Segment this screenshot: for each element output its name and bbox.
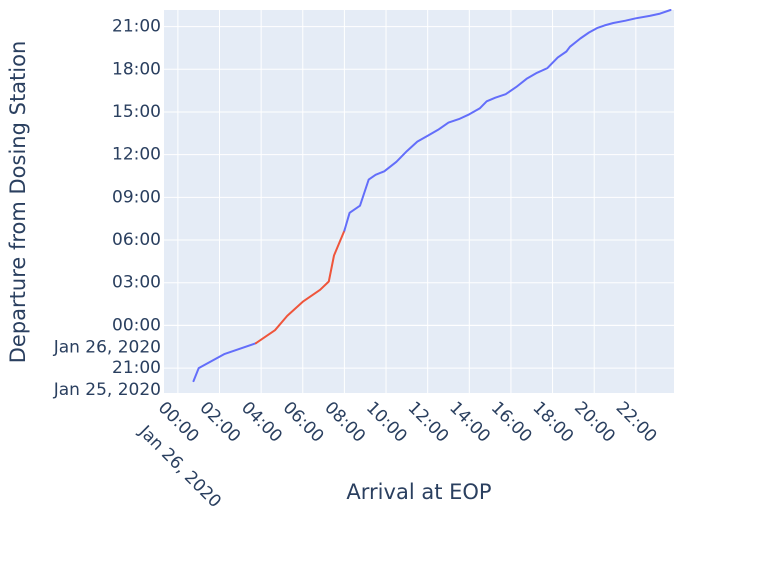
x-tick-label: 18:00 — [529, 398, 578, 447]
x-tick-label: 22:00 — [612, 398, 661, 447]
x-tick-label: 02:00 — [195, 398, 244, 447]
x-axis-title: Arrival at EOP — [346, 480, 491, 504]
series-lines — [192, 9, 672, 383]
y-axis-ticks: 21:00 18:00 15:00 12:00 09:00 06:00 03:00 00:00… — [53, 17, 161, 400]
y-tick-label: 12:00 — [112, 145, 161, 165]
x-tick-label: 04:00 — [237, 398, 286, 447]
y-tick-date-label: Jan 26, 2020 — [53, 337, 161, 357]
y-tick-label: 06:00 — [112, 230, 161, 250]
series-line-2 — [254, 229, 346, 345]
series-line-1 — [192, 342, 257, 383]
y-tick-date-label: Jan 25, 2020 — [53, 380, 161, 400]
y-tick-label: 03:00 — [112, 273, 161, 293]
y-tick-label: 21:00 — [112, 358, 161, 378]
y-tick-label: 18:00 — [112, 59, 161, 79]
plot-background — [164, 10, 674, 393]
x-tick-label: 20:00 — [570, 398, 619, 447]
grid-lines — [164, 10, 674, 393]
y-axis-title: Departure from Dosing Station — [6, 41, 30, 364]
y-tick-label: 21:00 — [112, 17, 161, 37]
x-tick-label: 10:00 — [362, 398, 411, 447]
y-tick-label: 15:00 — [112, 102, 161, 122]
y-tick-label: 09:00 — [112, 187, 161, 207]
x-tick-label: 16:00 — [487, 398, 536, 447]
x-tick-label: 06:00 — [279, 398, 328, 447]
y-tick-label: 00:00 — [112, 315, 161, 335]
x-tick-label: 14:00 — [445, 398, 494, 447]
x-tick-label: 12:00 — [404, 398, 453, 447]
x-tick-label: 08:00 — [320, 398, 369, 447]
series-line-3 — [343, 9, 672, 232]
